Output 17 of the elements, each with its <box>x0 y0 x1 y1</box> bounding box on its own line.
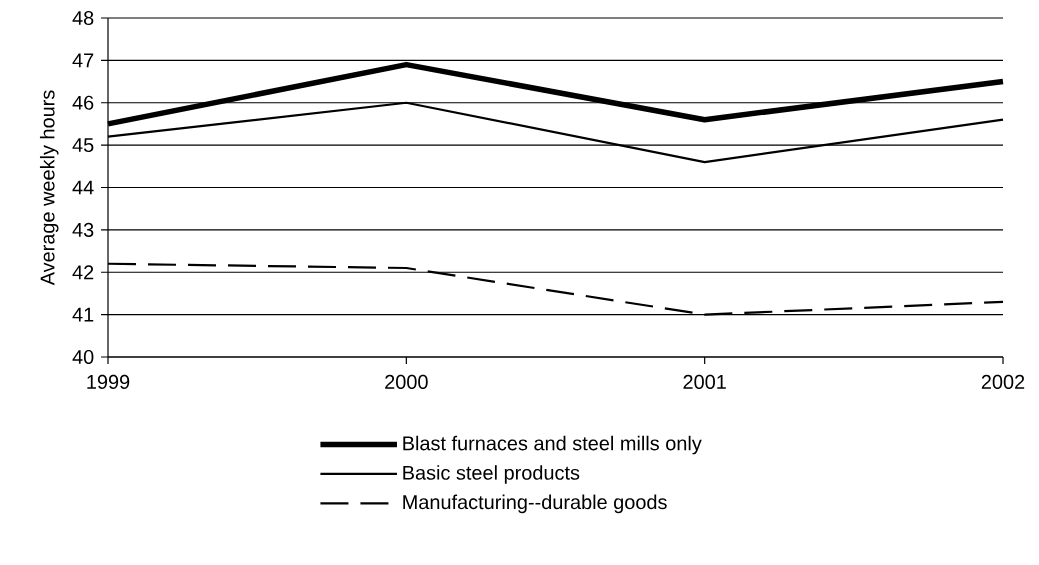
y-axis-title: Average weekly hours <box>39 90 59 286</box>
y-tick-label: 42 <box>72 265 94 280</box>
y-tick-label: 40 <box>72 349 94 365</box>
x-tick-label: 2002 <box>981 374 1025 389</box>
x-tick-label: 2000 <box>385 374 428 389</box>
y-tick-label: 48 <box>72 10 94 26</box>
y-tick-label: 47 <box>72 53 94 68</box>
legend-label: Manufacturing--durable goods <box>403 494 667 514</box>
x-tick-label: 1999 <box>87 374 130 389</box>
legend-label: Blast furnaces and steel mills only <box>403 435 702 455</box>
x-tick-label: 2001 <box>683 374 726 389</box>
y-tick-label: 46 <box>72 95 94 110</box>
y-tick-label: 44 <box>72 180 94 195</box>
y-tick-label: 41 <box>72 307 94 322</box>
y-tick-label: 45 <box>72 138 94 153</box>
legend-label: Basic steel products <box>403 465 580 484</box>
y-tick-label: 43 <box>72 222 94 237</box>
